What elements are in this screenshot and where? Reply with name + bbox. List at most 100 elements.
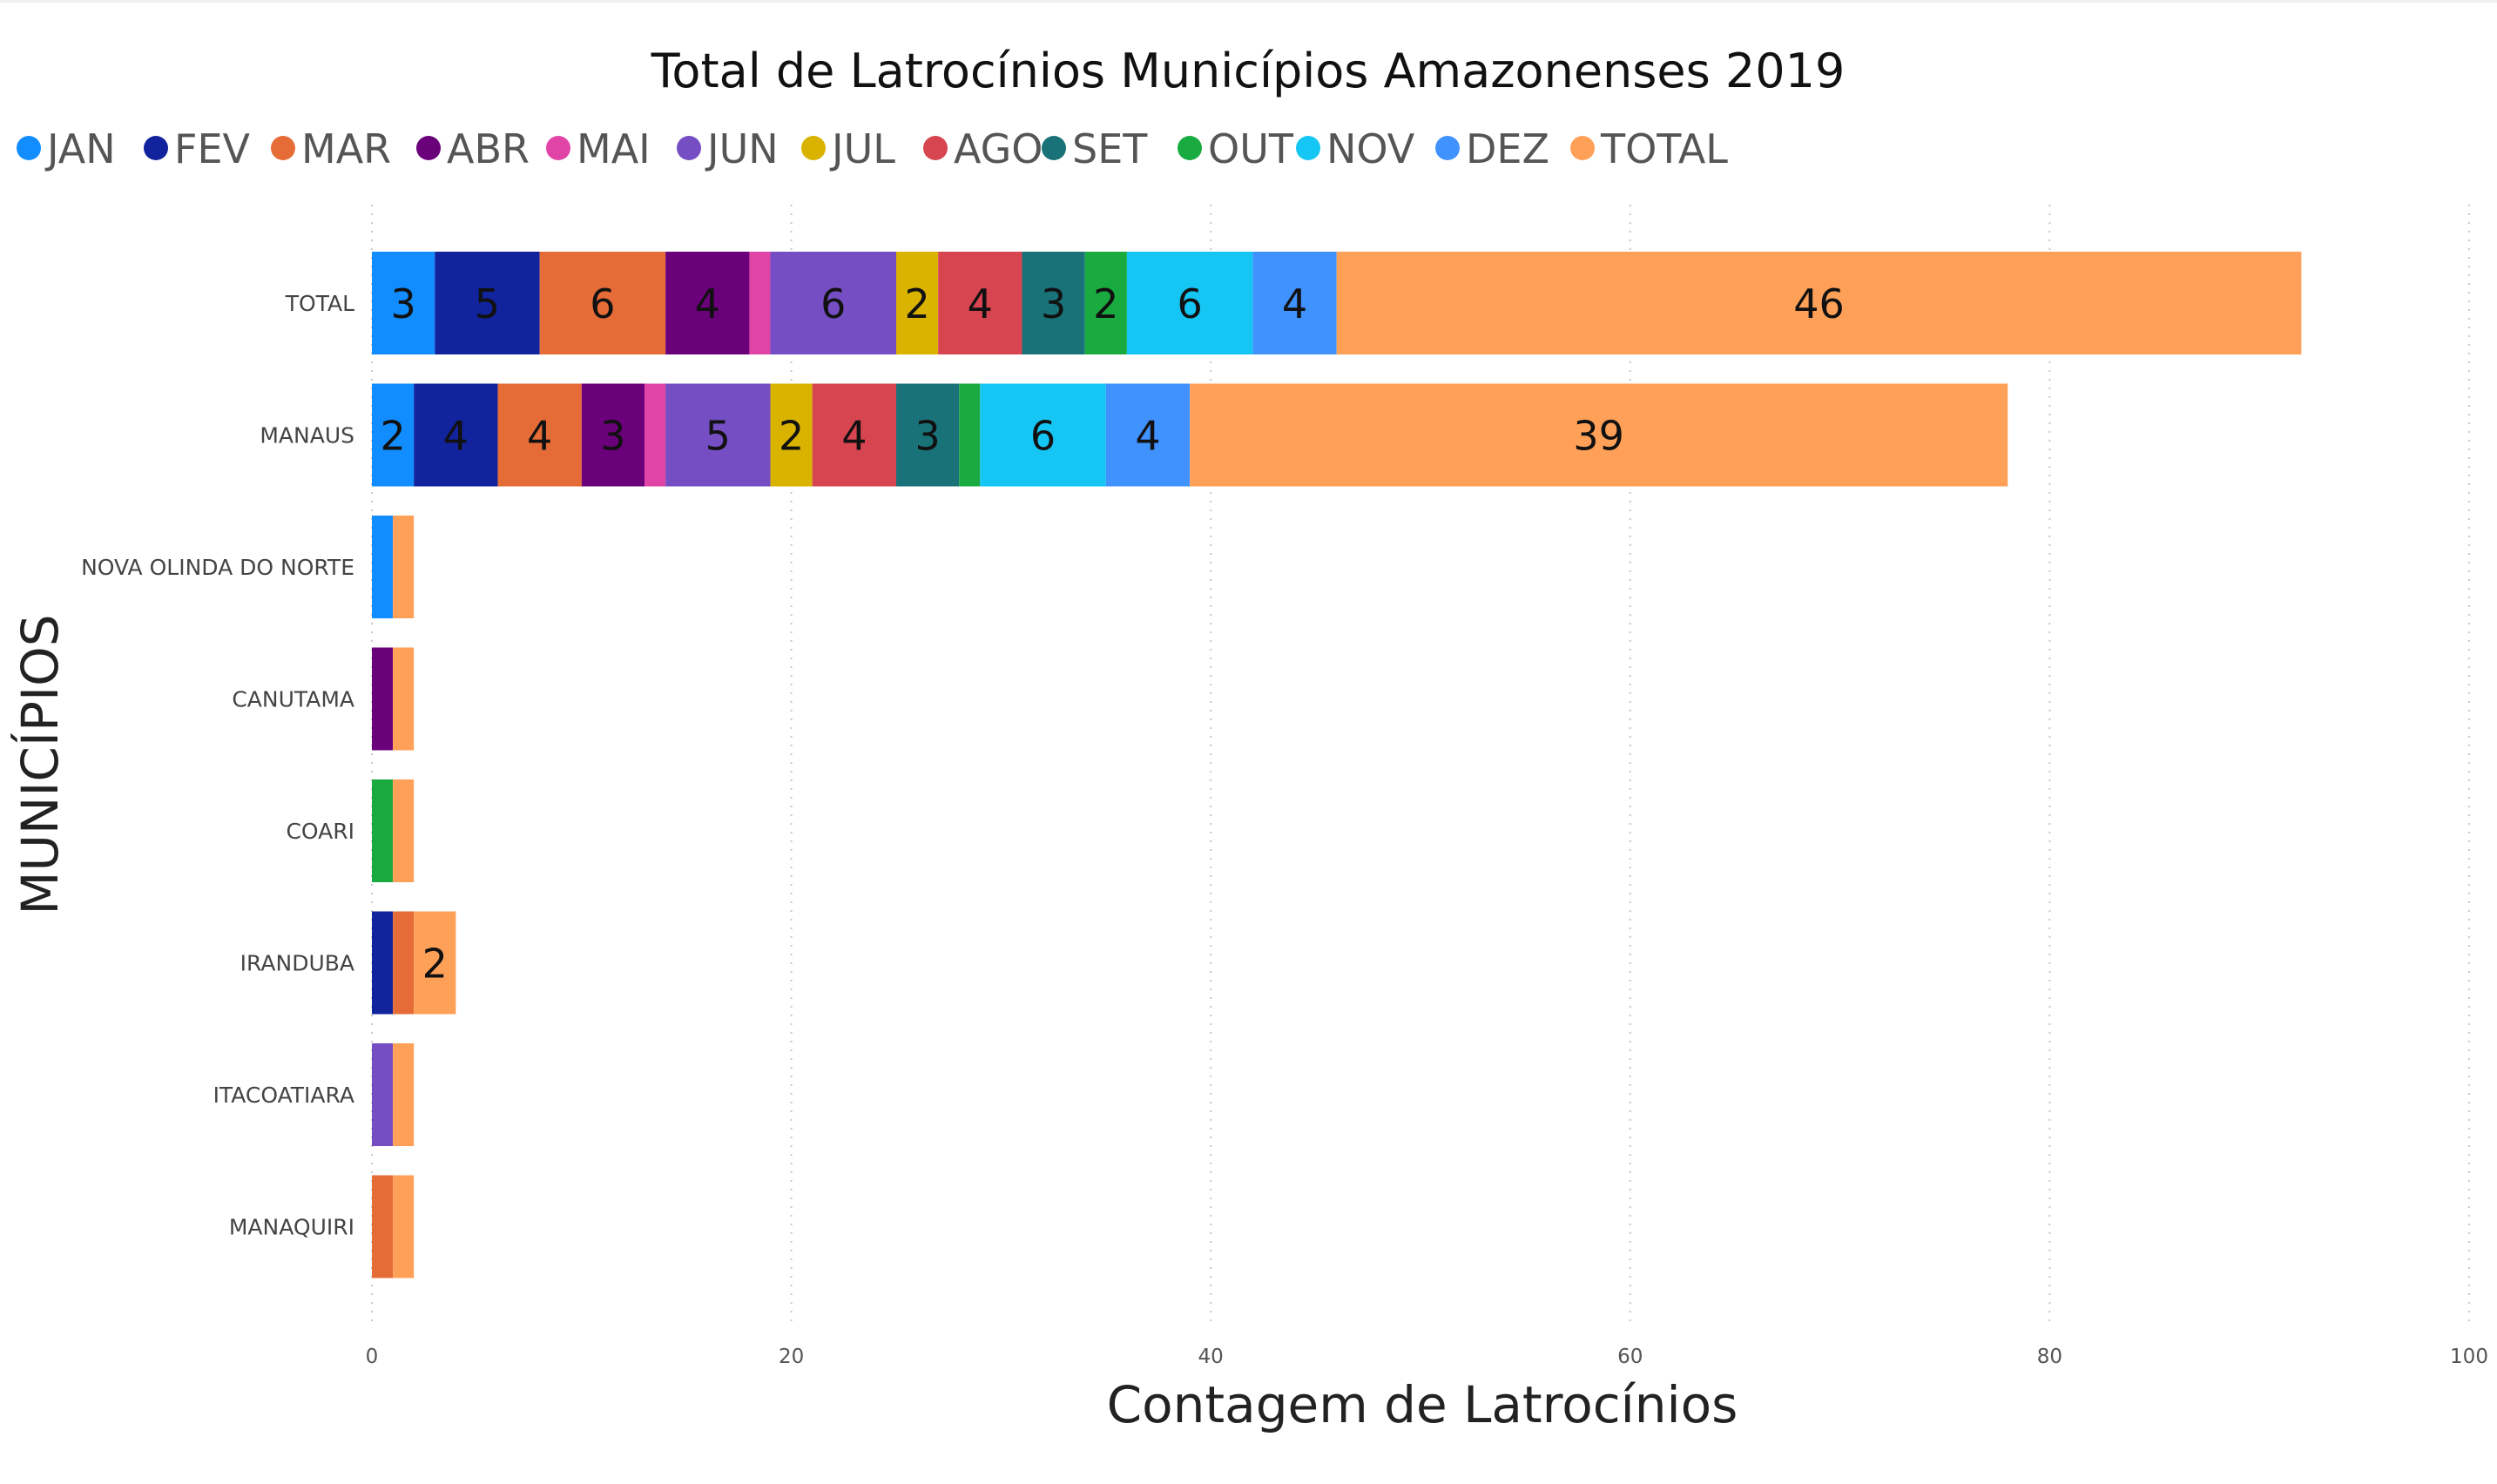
x-tick-label: 40 <box>1198 1346 1224 1368</box>
bar-segment <box>749 252 771 354</box>
bar-segment <box>896 252 939 354</box>
bar-segment <box>372 911 394 1015</box>
bar-segment <box>414 911 456 1015</box>
legend: JAN FEV MAR ABR MAI JUN JUL AGO SET OUT NOV DEZ TOTA… <box>17 125 1728 172</box>
data-label: 5 <box>475 280 500 327</box>
bar-segment <box>372 1043 394 1146</box>
data-label: 2 <box>1093 280 1118 327</box>
bar-segment <box>1336 252 2302 354</box>
data-label: 3 <box>600 413 625 460</box>
bar-segment <box>393 1043 415 1146</box>
bar-segment <box>644 383 666 487</box>
bar-segment <box>959 383 981 487</box>
category-label: MANAUS <box>260 423 354 449</box>
bar-segment <box>393 911 415 1015</box>
bar-segment <box>435 252 540 354</box>
x-tick-labels: 0 20 40 60 80 100 <box>366 1346 2488 1368</box>
legend-label: MAI <box>577 125 651 172</box>
data-label: 6 <box>820 280 846 327</box>
category-label: CANUTAMA <box>232 687 354 712</box>
legend-label: JUL <box>829 125 895 172</box>
legend-label: TOTAL <box>1600 125 1728 172</box>
bar-segment <box>393 647 415 751</box>
bar-segment <box>372 1175 394 1278</box>
legend-label: SET <box>1072 125 1148 172</box>
data-label: 3 <box>914 413 940 460</box>
legend-marker <box>1570 136 1595 160</box>
legend-label: MAR <box>301 125 391 172</box>
x-tick-label: 20 <box>779 1346 804 1368</box>
data-label: 4 <box>527 413 552 460</box>
legend-label: JAN <box>44 125 116 172</box>
category-label: ITACOATIARA <box>213 1083 354 1108</box>
category-label: MANAQUIRI <box>229 1215 354 1240</box>
legend-marker <box>677 136 701 160</box>
category-label: NOVA OLINDA DO NORTE <box>81 555 354 580</box>
bar-segment <box>372 383 415 487</box>
legend-label: FEV <box>174 125 251 172</box>
y-axis-title: MUNICÍPIOS <box>10 614 70 914</box>
bar-segment <box>1252 252 1337 354</box>
data-label: 4 <box>1135 413 1160 460</box>
legend-marker <box>1178 136 1202 160</box>
legend-marker <box>144 136 168 160</box>
bar-segment <box>1126 252 1253 354</box>
bar-segment <box>1190 383 2008 487</box>
bar-segment <box>812 383 896 487</box>
legend-label: JUN <box>705 125 779 172</box>
bar-segment <box>497 383 582 487</box>
bar-segment <box>372 779 394 882</box>
legend-marker <box>271 136 295 160</box>
legend-marker <box>1296 136 1320 160</box>
data-label: 2 <box>422 941 448 988</box>
data-label: 5 <box>705 413 731 460</box>
bar-segment <box>665 383 771 487</box>
legend-marker <box>923 136 948 160</box>
bars-group: 3 5 6 4 6 2 4 3 2 6 4 462 4 4 3 5 2 4 3 6 4 392 <box>372 252 2302 1278</box>
data-label: 4 <box>443 413 469 460</box>
top-divider <box>0 0 2497 3</box>
bar-segment <box>1105 383 1191 487</box>
category-label: TOTAL <box>285 291 354 316</box>
x-tick-label: 100 <box>2450 1346 2488 1368</box>
x-tick-label: 0 <box>366 1346 379 1368</box>
x-tick-label: 60 <box>1617 1346 1643 1368</box>
bar-segment <box>665 252 750 354</box>
legend-marker <box>546 136 570 160</box>
legend-marker <box>416 136 441 160</box>
data-label: 4 <box>1282 280 1307 327</box>
bar-segment <box>393 779 415 882</box>
bar-segment <box>770 383 813 487</box>
bar-segment <box>1084 252 1127 354</box>
legend-label: ABR <box>447 125 530 172</box>
data-label: 6 <box>590 280 615 327</box>
category-label: IRANDUBA <box>240 951 354 976</box>
bar-segment <box>581 383 645 487</box>
data-label: 4 <box>695 280 720 327</box>
data-label: 6 <box>1030 413 1056 460</box>
data-label: 4 <box>968 280 993 327</box>
legend-label: DEZ <box>1466 125 1549 172</box>
legend-label: OUT <box>1208 125 1294 172</box>
legend-label: AGO <box>954 125 1043 172</box>
data-label: 2 <box>779 413 804 460</box>
category-label: COARI <box>286 819 354 844</box>
legend-marker <box>1435 136 1460 160</box>
bar-segment <box>414 383 498 487</box>
data-label: 4 <box>841 413 867 460</box>
legend-marker <box>1042 136 1066 160</box>
gridlines <box>371 205 2470 1328</box>
bar-segment <box>1022 252 1085 354</box>
bar-segment <box>393 1175 415 1278</box>
bar-segment <box>372 647 394 751</box>
bar-segment <box>980 383 1106 487</box>
legend-label: NOV <box>1326 125 1415 172</box>
x-axis-title: Contagem de Latrocínios <box>1107 1375 1738 1434</box>
bar-segment <box>372 516 394 618</box>
data-label: 3 <box>390 280 415 327</box>
data-label: 2 <box>380 413 405 460</box>
bar-segment <box>539 252 666 354</box>
chart-title: Total de Latrocínios Municípios Amazonen… <box>651 44 1846 98</box>
